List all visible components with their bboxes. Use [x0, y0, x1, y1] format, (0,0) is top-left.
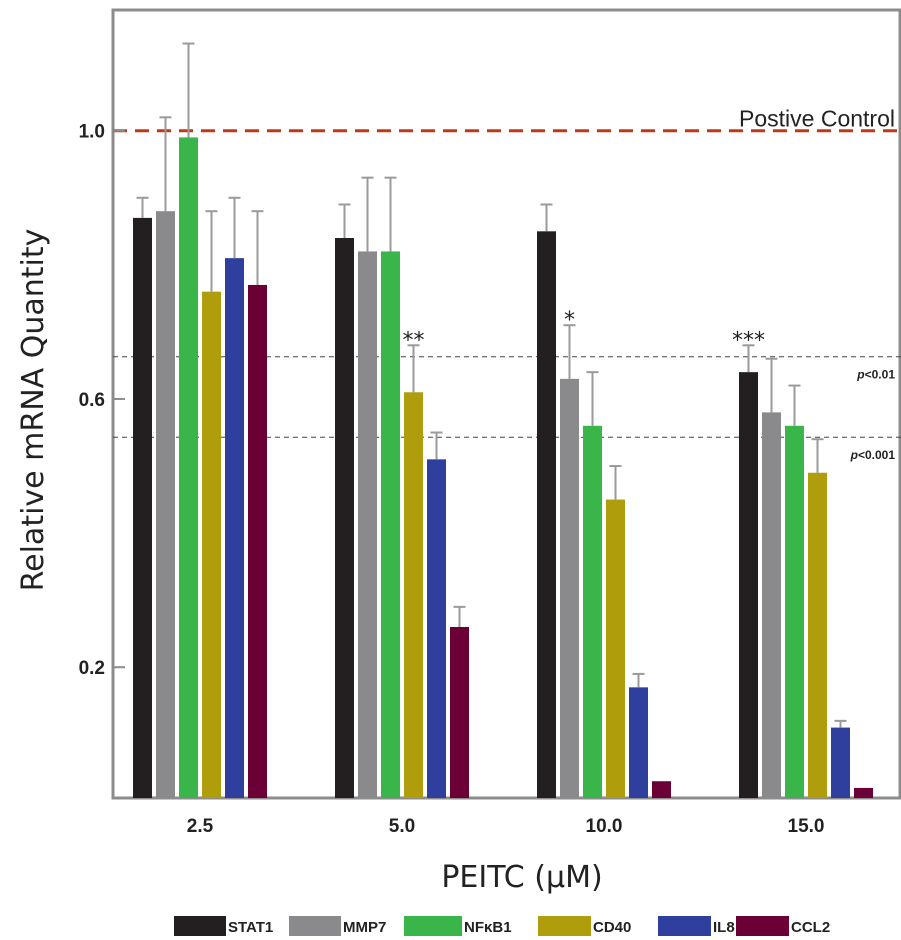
x-tick-label: 2.5	[187, 816, 214, 837]
bar-CCL2-15.0	[854, 787, 873, 798]
bar-MMP7-15.0	[762, 412, 781, 798]
bar-MMP7-10.0	[560, 378, 579, 798]
bar-CD40-15.0	[808, 472, 827, 798]
bar-MMP7-5.0	[358, 251, 377, 798]
significance-annotations: ******	[403, 308, 766, 353]
bar-NFκB1-2.5	[179, 137, 198, 799]
x-tick-label: 15.0	[788, 816, 825, 837]
plot-frame	[111, 8, 901, 800]
bar-CD40-5.0	[404, 392, 423, 798]
bar-STAT1-10.0	[537, 231, 556, 798]
legend-swatch-NFκB1	[404, 916, 462, 936]
legend-swatch-CCL2	[736, 916, 789, 936]
error-bars	[136, 42, 847, 728]
legend-label-NFκB1: NFκB1	[464, 919, 512, 936]
x-axis-title: PEITC (μM)	[441, 860, 602, 895]
legend-swatch-CD40	[538, 916, 591, 936]
legend-label-STAT1: STAT1	[228, 919, 273, 936]
bar-STAT1-15.0	[739, 372, 758, 798]
bars	[133, 137, 873, 799]
legend-label-CCL2: CCL2	[791, 919, 830, 936]
positive-control-label: Postive Control	[739, 106, 895, 132]
bar-MMP7-2.5	[156, 211, 175, 799]
legend-label-MMP7: MMP7	[343, 919, 386, 936]
y-tick-label: 0.2	[79, 658, 105, 679]
legend-swatch-STAT1	[174, 916, 226, 936]
significance-marker: *	[564, 308, 575, 333]
reference-lines: Postive Control p<0.01 p<0.001	[113, 106, 901, 462]
bar-CCL2-5.0	[450, 626, 469, 798]
legend-swatch-MMP7	[289, 916, 341, 936]
bar-CCL2-10.0	[652, 781, 671, 798]
plot-border	[111, 8, 901, 800]
y-tick-label: 1.0	[79, 122, 105, 143]
significance-marker: **	[403, 328, 425, 353]
legend-label-CD40: CD40	[593, 919, 631, 936]
y-tick-label: 0.6	[79, 390, 105, 411]
significance-marker: ***	[732, 328, 765, 353]
bar-CCL2-2.5	[248, 284, 267, 799]
bar-IL8-2.5	[225, 258, 244, 798]
y-axis-title: Relative mRNA Quantity	[16, 229, 51, 592]
x-tick-label: 5.0	[389, 816, 415, 837]
x-axis-ticks: 2.5 5.0 10.0 15.0	[187, 816, 825, 837]
bar-STAT1-2.5	[133, 217, 152, 798]
bar-NFκB1-15.0	[785, 425, 804, 798]
legend: STAT1 MMP7 NFκB1 CD40 IL8 CCL2	[174, 916, 830, 936]
bar-IL8-10.0	[629, 687, 648, 798]
bar-CD40-2.5	[202, 291, 221, 798]
legend-swatch-IL8	[658, 916, 711, 936]
bar-IL8-5.0	[427, 459, 446, 798]
y-axis-ticks: 0.2 0.6 1.0	[79, 122, 125, 679]
x-tick-label: 10.0	[586, 816, 623, 837]
bar-NFκB1-10.0	[583, 425, 602, 798]
threshold-label: p<0.01	[856, 368, 895, 382]
legend-label-IL8: IL8	[713, 919, 735, 936]
bar-CD40-10.0	[606, 499, 625, 798]
bar-IL8-15.0	[831, 727, 850, 798]
bar-STAT1-5.0	[335, 238, 354, 798]
bar-NFκB1-5.0	[381, 251, 400, 798]
threshold-label: p<0.001	[850, 448, 896, 462]
